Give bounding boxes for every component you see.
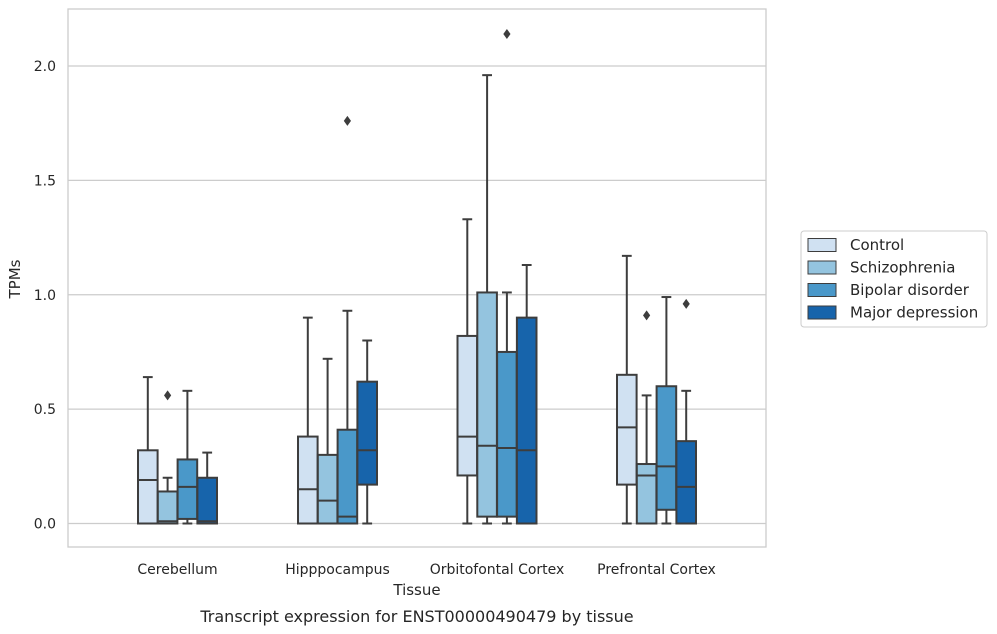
x-axis-label: Tissue xyxy=(392,581,440,599)
iqr-box xyxy=(336,428,359,525)
legend-swatch xyxy=(807,283,837,297)
iqr-box xyxy=(137,449,159,525)
iqr-box xyxy=(316,453,339,525)
iqr-box xyxy=(476,291,498,518)
x-tick-label: Cerebellum xyxy=(137,562,217,578)
iqr-box xyxy=(456,334,479,477)
box-bipolar-disorder xyxy=(655,296,678,525)
y-tick-label: 0.0 xyxy=(34,517,56,533)
iqr-box xyxy=(496,350,518,518)
legend-frame xyxy=(800,230,988,328)
x-tick-label: Prefrontal Cortex xyxy=(597,562,716,578)
plot-frame xyxy=(67,8,767,548)
iqr-box xyxy=(297,435,319,525)
box-control xyxy=(456,218,479,525)
iqr-box xyxy=(616,373,638,486)
outlier-marker xyxy=(643,310,651,321)
legend-label: Bipolar disorder xyxy=(850,281,970,299)
box-control xyxy=(137,376,159,525)
box-bipolar-disorder xyxy=(336,115,359,525)
y-tick-label: 1.0 xyxy=(34,288,56,304)
legend-label: Schizophrenia xyxy=(850,259,955,277)
iqr-box xyxy=(176,458,199,520)
box-control xyxy=(297,316,319,525)
legend-items: Control Schizophrenia Bipolar disorder Majo… xyxy=(807,236,978,322)
iqr-box xyxy=(675,440,698,525)
box-schizophrenia xyxy=(316,357,339,525)
box-schizophrenia xyxy=(635,310,658,525)
iqr-box xyxy=(196,476,218,525)
legend-swatch xyxy=(807,260,837,275)
box-major-depression xyxy=(515,264,538,525)
iqr-box xyxy=(515,316,538,525)
box-bipolar-disorder xyxy=(496,28,518,525)
boxes xyxy=(137,28,698,525)
chart-caption: Transcript expression for ENST0000049047… xyxy=(199,607,633,626)
box-control xyxy=(616,254,638,525)
box-schizophrenia xyxy=(476,74,498,525)
outlier-marker xyxy=(503,28,511,39)
outlier-marker xyxy=(682,298,690,309)
outlier-marker xyxy=(164,390,172,401)
y-tick-labels: 0.0 0.5 1.0 1.5 2.0 xyxy=(34,59,56,533)
x-tick-label: Hipppocampus xyxy=(285,562,390,578)
legend-label: Control xyxy=(850,236,904,254)
box-major-depression xyxy=(196,451,218,525)
outlier-marker xyxy=(343,115,351,126)
y-axis-label: TPMs xyxy=(6,259,24,299)
y-tick-label: 0.5 xyxy=(34,402,56,418)
x-tick-label: Orbitofontal Cortex xyxy=(430,562,565,578)
iqr-box xyxy=(635,463,658,525)
legend-label: Major depression xyxy=(850,304,978,322)
legend-swatch xyxy=(807,305,837,320)
iqr-box xyxy=(356,380,378,486)
box-major-depression xyxy=(675,298,698,525)
iqr-box xyxy=(655,385,678,511)
box-major-depression xyxy=(356,339,378,525)
iqr-box xyxy=(156,490,179,525)
y-tick-label: 1.5 xyxy=(34,173,56,189)
box-bipolar-disorder xyxy=(176,389,199,525)
box-schizophrenia xyxy=(156,390,179,525)
legend-swatch xyxy=(807,238,837,252)
legend: Control Schizophrenia Bipolar disorder Majo… xyxy=(800,230,988,328)
y-tick-label: 2.0 xyxy=(34,59,56,75)
x-tick-labels: Cerebellum Hipppocampus Orbitofontal Corte… xyxy=(137,562,715,578)
